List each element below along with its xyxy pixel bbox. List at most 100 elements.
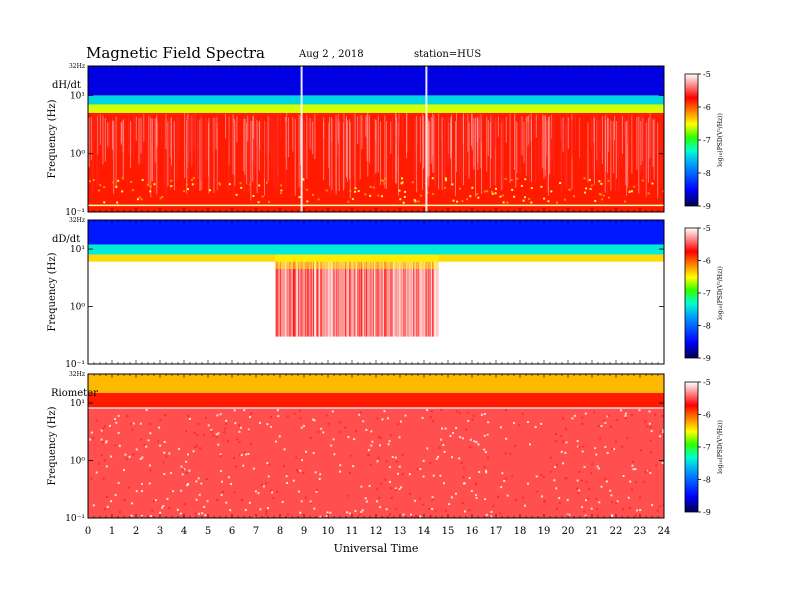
noise-speck: [262, 485, 265, 488]
noise-speck: [580, 479, 583, 482]
noise-speck: [349, 190, 352, 193]
noise-speck: [270, 489, 273, 492]
noise-speck: [312, 451, 315, 454]
noise-speck: [218, 183, 221, 186]
noise-speck: [348, 471, 351, 474]
noise-speck: [195, 480, 198, 483]
noise-speck: [426, 447, 429, 450]
noise-speck: [100, 454, 103, 457]
x-tick-label: 3: [157, 526, 163, 537]
noise-speck: [106, 505, 109, 508]
noise-speck: [624, 417, 627, 420]
noise-speck: [292, 479, 295, 482]
noise-speck: [205, 478, 208, 481]
noise-speck: [183, 503, 186, 506]
noise-speck: [434, 509, 437, 512]
noise-speck: [103, 201, 106, 204]
noise-speck: [110, 455, 113, 458]
x-tick-label: 24: [658, 526, 671, 537]
noise-speck: [92, 504, 95, 507]
noise-speck: [627, 496, 630, 499]
noise-speck: [455, 427, 458, 430]
noise-speck: [408, 492, 411, 495]
noise-speck: [427, 508, 430, 511]
noise-speck: [460, 461, 463, 464]
noise-speck: [589, 188, 592, 191]
noise-speck: [114, 444, 117, 447]
noise-speck: [361, 509, 364, 512]
noise-speck: [261, 195, 264, 198]
noise-speck: [450, 456, 453, 459]
noise-speck: [475, 482, 478, 485]
noise-speck: [282, 464, 285, 467]
noise-speck: [265, 181, 268, 184]
noise-speck: [219, 413, 222, 416]
noise-speck: [530, 187, 533, 190]
noise-speck: [236, 438, 239, 441]
noise-speck: [331, 410, 334, 413]
x-tick-label: 1: [109, 526, 115, 537]
noise-speck: [240, 426, 243, 429]
noise-speck: [139, 438, 142, 441]
noise-speck: [216, 498, 219, 501]
noise-speck: [317, 198, 320, 201]
noise-speck: [536, 490, 539, 493]
noise-speck: [432, 474, 435, 477]
noise-speck: [139, 422, 142, 425]
colorbar-label: log₁₀(PSD(V²/Hz)): [717, 113, 724, 167]
panel-label: dH/dt: [52, 80, 81, 91]
noise-speck: [490, 510, 493, 513]
noise-speck: [300, 458, 303, 461]
noise-speck: [201, 512, 204, 515]
noise-speck: [372, 186, 375, 189]
noise-speck: [132, 422, 135, 425]
noise-speck: [595, 497, 598, 500]
spectrogram-panel-3: [88, 374, 664, 518]
noise-speck: [603, 419, 606, 422]
top-frequency-label: 32Hz: [69, 217, 85, 224]
noise-speck: [461, 502, 464, 505]
noise-speck: [187, 483, 190, 486]
noise-speck: [90, 477, 93, 480]
noise-speck: [650, 451, 653, 454]
noise-speck: [607, 179, 610, 182]
noise-speck: [152, 500, 155, 503]
noise-speck: [583, 510, 586, 513]
spectral-band: [88, 95, 664, 105]
x-tick-label: 9: [301, 526, 307, 537]
noise-speck: [130, 422, 133, 425]
noise-speck: [346, 511, 349, 514]
noise-speck: [163, 451, 166, 454]
noise-speck: [398, 465, 401, 468]
noise-speck: [418, 497, 421, 500]
noise-speck: [540, 185, 543, 188]
noise-speck: [217, 432, 220, 435]
noise-speck: [180, 489, 183, 492]
noise-speck: [503, 479, 506, 482]
noise-speck: [522, 199, 525, 202]
noise-speck: [159, 197, 162, 200]
noise-speck: [401, 453, 404, 456]
noise-speck: [600, 182, 603, 185]
noise-speck: [499, 195, 502, 198]
noise-speck: [644, 471, 647, 474]
noise-speck: [302, 424, 305, 427]
noise-speck: [429, 416, 432, 419]
noise-speck: [461, 437, 464, 440]
noise-speck: [364, 193, 367, 196]
noise-speck: [161, 506, 164, 509]
noise-speck: [185, 472, 188, 475]
noise-speck: [317, 430, 320, 433]
noise-speck: [245, 453, 248, 456]
noise-speck: [419, 515, 422, 518]
noise-speck: [571, 417, 574, 420]
noise-speck: [413, 199, 416, 202]
noise-speck: [299, 458, 302, 461]
colorbar-tick-label: -6: [703, 103, 711, 112]
noise-speck: [397, 472, 400, 475]
noise-speck: [225, 419, 228, 422]
noise-speck: [309, 501, 312, 504]
noise-speck: [648, 469, 651, 472]
noise-speck: [274, 440, 277, 443]
noise-speck: [249, 416, 252, 419]
